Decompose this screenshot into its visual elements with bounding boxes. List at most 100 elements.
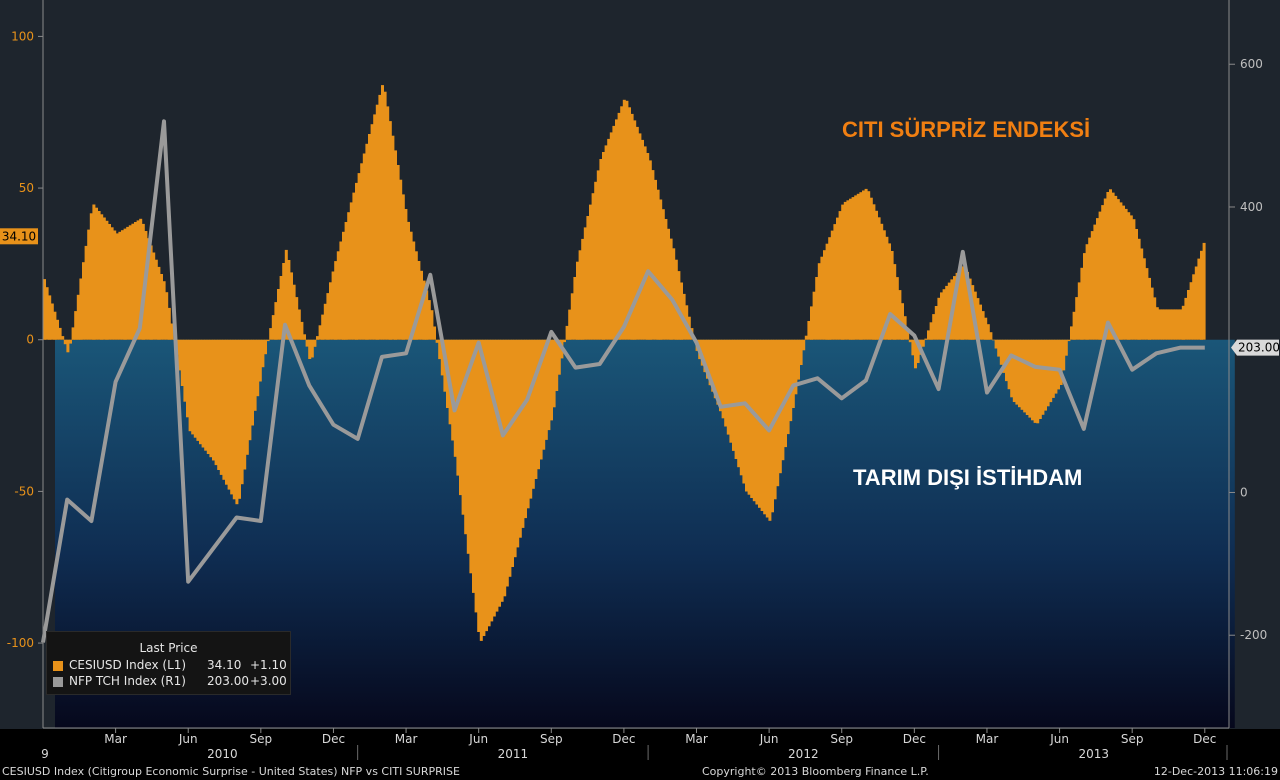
cesi-bar: [713, 339, 717, 399]
cesi-bar: [1031, 339, 1034, 421]
cesi-bar: [313, 339, 317, 347]
x-tick-label: Jun: [1049, 732, 1069, 746]
cesi-bar: [373, 114, 377, 340]
cesi-bar: [1064, 339, 1068, 356]
cesi-bar: [654, 179, 657, 340]
cesi-bar: [893, 264, 897, 340]
right-value-tag-bg: [1231, 339, 1279, 356]
cesi-bar: [563, 339, 566, 343]
annotation-nfp: TARIM DIŞI İSTİHDAM: [853, 465, 1083, 490]
cesi-bar: [71, 327, 75, 340]
cesi-bar: [552, 339, 556, 408]
cesi-bar: [201, 339, 205, 448]
cesi-bar: [885, 236, 889, 340]
cesi-bar: [50, 303, 54, 340]
cesi-bar: [651, 170, 655, 340]
cesi-bar: [643, 146, 647, 340]
cesi-bar: [1098, 211, 1102, 340]
cesi-bar: [113, 230, 117, 340]
cesi-bar: [890, 251, 894, 340]
cesi-bar: [191, 339, 195, 435]
cesi-bar: [648, 160, 652, 340]
cesi-bar: [1119, 202, 1123, 340]
cesi-bar: [139, 218, 143, 340]
cesi-bar: [217, 339, 221, 470]
cesi-bar: [1093, 224, 1097, 340]
cesi-bar: [758, 339, 761, 508]
cesi-bar: [375, 104, 379, 340]
cesi-bar: [661, 209, 665, 340]
cesi-bar: [279, 276, 283, 340]
cesi-bar: [290, 272, 293, 340]
cesi-bar: [240, 339, 244, 485]
cesi-bar: [300, 321, 304, 340]
cesi-bar: [609, 132, 613, 340]
cesi-bar: [115, 233, 119, 340]
cesi-bar: [394, 150, 397, 340]
cesi-bar: [344, 222, 348, 340]
cesi-bar: [368, 134, 371, 340]
cesi-bar: [784, 339, 787, 448]
cesi-bar: [812, 291, 816, 340]
cesi-bar: [1114, 195, 1118, 340]
right-tick-label: 600: [1240, 57, 1263, 71]
cesi-bar: [706, 339, 709, 379]
cesi-bar: [674, 259, 678, 340]
cesi-bar: [334, 261, 338, 340]
cesi-bar: [1075, 297, 1079, 340]
cesi-bar: [391, 135, 395, 340]
cesi-bar: [308, 339, 312, 359]
x-tick-label: Mar: [685, 732, 708, 746]
cesi-bar: [58, 327, 62, 340]
cesi-bar: [729, 339, 733, 443]
cesi-bar: [1036, 339, 1040, 424]
cesi-bar: [69, 339, 72, 344]
legend: Last Price CESIUSD Index (L1) 34.10 +1.1…: [46, 631, 291, 695]
cesi-bar: [656, 189, 660, 340]
cesi-bar: [66, 339, 70, 353]
year-label: 9: [41, 747, 49, 761]
legend-price-nfp: 203.00: [207, 674, 249, 688]
cesi-bar: [323, 303, 327, 340]
legend-swatch-cesi: [53, 661, 63, 671]
cesi-bar: [386, 106, 390, 340]
cesi-bar: [823, 250, 826, 340]
cesi-bar: [121, 230, 124, 340]
cesi-bar: [316, 336, 319, 340]
cesi-bar: [875, 210, 878, 340]
cesi-bar: [1179, 309, 1183, 340]
cesi-bar: [225, 339, 228, 485]
cesi-bar: [243, 339, 247, 470]
cesi-bar: [1096, 218, 1099, 340]
cesi-bar: [505, 339, 509, 587]
cesi-bar: [659, 199, 663, 340]
cesi-bar: [669, 238, 673, 340]
cesi-bar: [898, 290, 902, 340]
cesi-bar: [258, 339, 262, 382]
cesi-bar: [810, 306, 813, 340]
cesi-bar: [74, 311, 78, 340]
cesi-bar: [963, 265, 967, 340]
cesi-bar: [118, 231, 122, 340]
cesi-bar: [932, 314, 936, 340]
legend-swatch-nfp: [53, 677, 63, 687]
cesi-bar: [1070, 326, 1073, 340]
cesi-bar: [126, 226, 130, 340]
cesi-bar: [843, 201, 847, 340]
cesi-bar: [53, 311, 57, 340]
cesi-bar: [999, 339, 1003, 365]
cesi-bar: [1153, 297, 1157, 340]
cesi-bar: [1083, 253, 1086, 340]
cesi-bar: [573, 277, 577, 340]
cesi-bar: [828, 237, 832, 340]
legend-name-cesi: CESIUSD Index (L1): [69, 658, 187, 672]
right-tick-label: 400: [1240, 200, 1263, 214]
cesi-bar: [131, 223, 135, 340]
cesi-bar: [620, 106, 624, 340]
cesi-bar: [251, 339, 254, 426]
cesi-bar: [318, 325, 322, 340]
cesi-bar: [214, 339, 218, 466]
cesi-bar: [992, 339, 995, 341]
cesi-bar: [1103, 198, 1107, 340]
cesi-bar: [466, 339, 470, 554]
